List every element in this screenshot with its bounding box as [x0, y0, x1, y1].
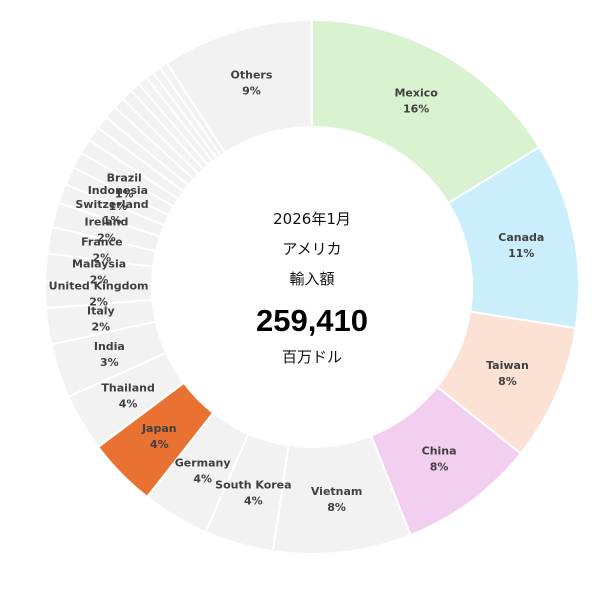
slice-switzerland-percent: 1% [103, 214, 122, 227]
slice-china-percent: 8% [430, 461, 449, 474]
center-unit: 百万ドル [282, 348, 342, 366]
slice-ireland-percent: 2% [97, 231, 116, 244]
slice-taiwan-name: Taiwan [486, 359, 529, 372]
slice-united-kingdom-name: United Kingdom [49, 279, 149, 292]
center-text-group: 2026年1月 アメリカ 輸入額 259,410 百万ドル [256, 210, 368, 366]
slice-japan-percent: 4% [150, 438, 169, 451]
slice-switzerland-name: Switzerland [75, 198, 148, 211]
slice-japan-name: Japan [141, 422, 177, 435]
slice-canada-percent: 11% [508, 247, 534, 260]
slice-south-korea-percent: 4% [244, 494, 263, 507]
slice-malaysia-percent: 2% [90, 273, 109, 286]
center-country: アメリカ [282, 240, 341, 258]
slice-thailand-name: Thailand [101, 381, 154, 394]
slice-germany-percent: 4% [193, 472, 212, 485]
center-metric: 輸入額 [289, 270, 334, 288]
slice-vietnam-name: Vietnam [311, 485, 363, 498]
center-period: 2026年1月 [273, 210, 351, 228]
donut-slices [44, 18, 580, 555]
slice-italy-name: Italy [87, 305, 115, 318]
slice-south-korea-name: South Korea [215, 478, 291, 491]
slice-ireland-name: Ireland [84, 215, 128, 228]
slice-malaysia-name: Malaysia [72, 257, 126, 270]
slice-canada-name: Canada [498, 231, 544, 244]
slice-brazil-name: Brazil [107, 171, 142, 184]
slice-germany-name: Germany [175, 456, 231, 469]
slice-brazil-percent: 1% [115, 187, 134, 200]
slice-mexico-name: Mexico [394, 87, 438, 100]
slice-france-percent: 2% [92, 251, 111, 264]
slice-taiwan-percent: 8% [498, 375, 517, 388]
slice-india-name: India [94, 340, 125, 353]
slice-labels: Mexico 16% Canada 11% Taiwan 8% China 8% Vietnam… [49, 68, 545, 514]
slice-united-kingdom-percent: 2% [89, 295, 108, 308]
slice-indonesia-name: Indonesia [88, 184, 148, 197]
center-total-value: 259,410 [256, 303, 368, 338]
slice-italy-percent: 2% [92, 321, 111, 334]
slice-vietnam-percent: 8% [327, 501, 346, 514]
slice-france-name: France [81, 235, 122, 248]
slice-mexico-percent: 16% [403, 103, 429, 116]
slice-others [165, 18, 313, 155]
slice-india-percent: 3% [100, 356, 119, 369]
slice-others-name: Others [231, 68, 273, 81]
slice-china-name: China [422, 445, 457, 458]
slice-thailand-percent: 4% [119, 397, 138, 410]
slice-others-percent: 9% [242, 84, 261, 97]
slice-indonesia-percent: 1% [109, 200, 128, 213]
